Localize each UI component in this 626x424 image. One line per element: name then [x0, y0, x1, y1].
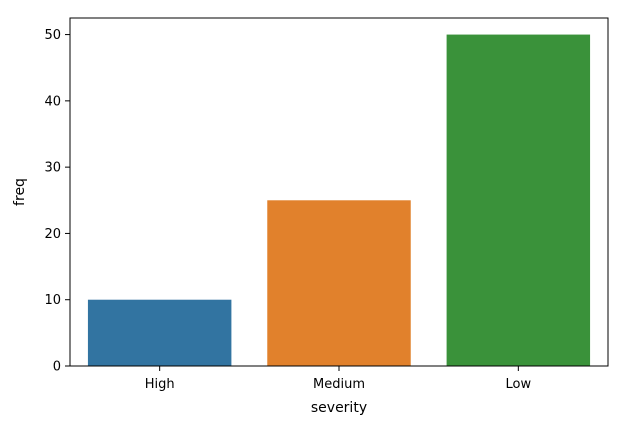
- y-tick-label: 0: [53, 360, 61, 375]
- bar-high: [87, 299, 232, 366]
- bar-low: [446, 34, 591, 366]
- y-tick-label: 40: [44, 94, 61, 109]
- y-axis-label: freq: [12, 178, 28, 206]
- x-tick-label: Low: [506, 377, 532, 392]
- y-tick-label: 50: [44, 28, 61, 43]
- bars-layer: [87, 34, 591, 366]
- y-tick-label: 30: [44, 161, 61, 176]
- x-axis-ticks: High Medium Low: [145, 366, 532, 392]
- x-axis-label: severity: [311, 400, 367, 416]
- x-tick-label: Medium: [313, 377, 365, 392]
- y-tick-label: 20: [44, 227, 61, 242]
- y-axis-ticks: 0 10 20 30 40 50: [44, 28, 70, 375]
- x-tick-label: High: [145, 377, 175, 392]
- bar-medium: [267, 200, 411, 366]
- y-tick-label: 10: [44, 293, 61, 308]
